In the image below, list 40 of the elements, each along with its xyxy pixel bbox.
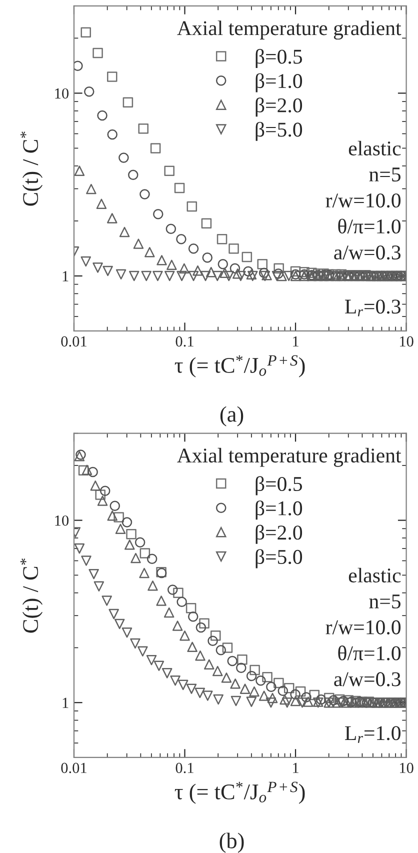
x-tick-label: 1 [293,336,298,346]
legend-label: β=5.0 [256,122,302,141]
y-axis-title: C(t) / C$^{*}$ [20,132,43,206]
legend-label: β=1.0 [256,500,302,520]
x-tick-label: 10 [400,336,414,347]
annotation: L$_{r}$=1.0 [345,726,400,743]
x-tick-label: 0.01 [61,336,86,347]
x-tick-label: 10 [400,762,414,774]
legend-label: β=0.5 [256,48,302,68]
annotation: Axial temperature gradient [177,20,402,40]
text: (b) [220,832,244,853]
x-axis-title: τ (= tC$^{*}$/J$_{o}$$^{P+S}$) [174,782,305,804]
legend-label: β=0.5 [256,476,302,496]
x-axis-title: τ (= tC$^{*}$/J$_{o}$$^{P+S}$) [174,355,305,378]
annotation: a/w=0.3 [334,245,400,260]
annotation: n=5 [369,168,400,182]
annotation: L$_{r}$=0.3 [345,300,400,316]
annotation: elastic [348,140,401,156]
annotation: θ/π=1.0 [338,646,401,660]
x-tick-label: 1 [293,762,298,773]
legend-label: β=2.0 [256,98,302,117]
x-tick-label: 0.01 [61,762,86,774]
text: (a) [220,406,244,426]
y-axis-title: C(t) / C$^{*}$ [20,558,43,633]
y-tick-label: 1 [62,698,68,708]
legend-label: β=1.0 [256,73,302,92]
annotation: n=5 [369,594,400,608]
legend-label: β=2.0 [256,524,302,544]
y-tick-label: 10 [55,515,69,526]
x-tick-label: 0.1 [176,762,194,774]
y-tick-label: 1 [62,271,68,282]
y-tick-label: 10 [55,88,69,99]
annotation: a/w=0.3 [334,672,400,686]
annotation: Axial temperature gradient [177,448,402,467]
x-tick-label: 0.1 [176,336,194,347]
legend-label: β=5.0 [256,549,302,568]
annotation: r/w=10.0 [326,620,401,634]
annotation: θ/π=1.0 [338,218,401,234]
annotation: elastic [348,568,401,583]
annotation: r/w=10.0 [326,193,401,208]
